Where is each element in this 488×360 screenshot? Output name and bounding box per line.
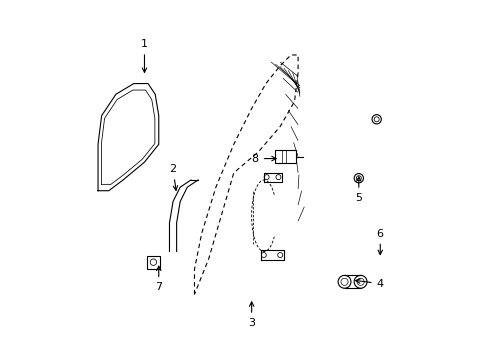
Bar: [274, 150, 296, 163]
Text: 1: 1: [141, 39, 148, 72]
Text: 2: 2: [169, 164, 177, 190]
Text: 3: 3: [247, 302, 255, 328]
Text: 4: 4: [355, 279, 383, 289]
Text: 8: 8: [251, 154, 276, 163]
Text: 7: 7: [155, 266, 162, 292]
Bar: [147, 256, 160, 269]
Text: 5: 5: [355, 177, 362, 203]
Text: 6: 6: [376, 229, 383, 255]
